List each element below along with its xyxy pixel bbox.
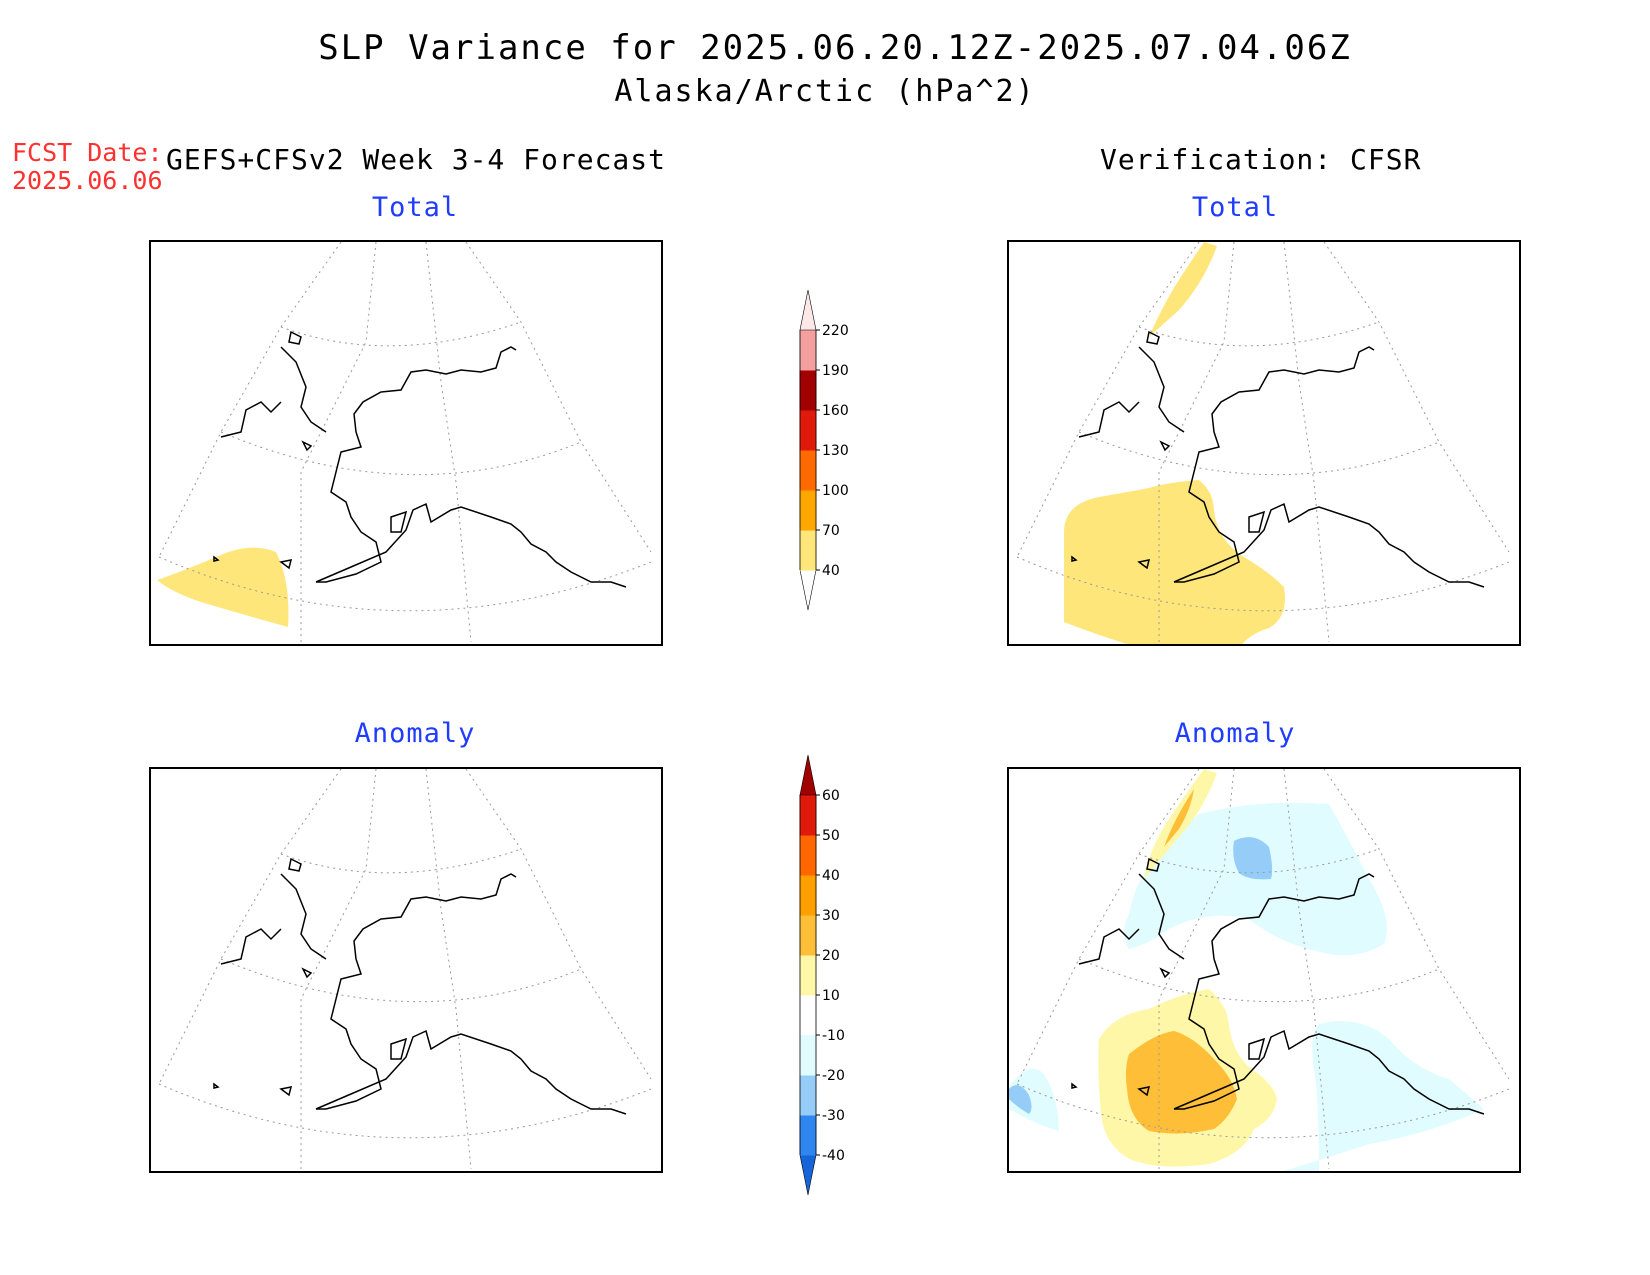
colorbar-total-tick-label: 100 (822, 483, 849, 499)
colorbar-anomaly-outline (799, 795, 817, 1155)
verification-total-map (1007, 240, 1521, 646)
colorbar-total-tick-label: 220 (822, 323, 849, 339)
colorbar-anomaly-tick-label: 60 (822, 788, 840, 804)
verification-column-heading: Verification: CFSR (1100, 143, 1422, 176)
fcst-date-value: 2025.06.06 (12, 166, 163, 195)
forecast-total-map (149, 240, 663, 646)
colorbars: 40 70 100 130 160 190 220 -40 -30 -20 -10 10 20 30 40… (799, 289, 849, 1196)
graticule (158, 242, 652, 643)
graticule (1016, 242, 1510, 643)
colorbar-anomaly-segment (799, 794, 817, 836)
colorbar-total-segment (799, 489, 817, 531)
graticule (158, 769, 652, 1170)
anomaly-pos-north-core (1164, 789, 1194, 847)
colorbar-anomaly-segment (799, 834, 817, 876)
verification-anomaly-map (1007, 767, 1521, 1173)
coastline (213, 330, 627, 588)
coastline (213, 857, 627, 1115)
colorbar-anomaly-tick-label: -20 (822, 1068, 845, 1084)
colorbar-total-tick-label: 190 (822, 363, 849, 379)
colorbar-anomaly-tick-label: 50 (822, 828, 840, 844)
colorbar-total-segment (799, 449, 817, 491)
forecast-anomaly-map (149, 767, 663, 1173)
colorbar-anomaly-segment (799, 954, 817, 996)
colorbar-anomaly-segment (799, 1154, 817, 1196)
colorbar-total-segment (799, 529, 817, 571)
anomaly-neg-southeast (1283, 1021, 1484, 1171)
colorbar-anomaly-segment (799, 1034, 817, 1076)
colorbar-total-segment (799, 329, 817, 371)
colorbar-anomaly-segment (799, 874, 817, 916)
colorbar-anomaly-tick-label: 20 (822, 948, 840, 964)
graticule (1016, 769, 1510, 1170)
verification-total-title: Total (1191, 192, 1279, 223)
forecast-total-title: Total (371, 192, 459, 223)
map-title: SLP Variance for 2025.06.20.12Z-2025.07.… (318, 28, 1352, 68)
verification-anomaly-title: Anomaly (1174, 718, 1296, 749)
colorbar-anomaly-tick-label: -40 (822, 1148, 845, 1164)
colorbar-total-tick-label: 130 (822, 443, 849, 459)
coastline (1071, 857, 1485, 1115)
colorbar-anomaly-tick-label: 40 (822, 868, 840, 884)
variance-fill (157, 547, 289, 627)
colorbar-total-tick-label: 160 (822, 403, 849, 419)
colorbar-anomaly-tick-label: 10 (822, 988, 840, 1004)
colorbar-anomaly-segment (799, 1114, 817, 1156)
anomaly-neg-west (1009, 1068, 1059, 1131)
colorbar-anomaly-segment (799, 914, 817, 956)
forecast-column-heading: GEFS+CFSv2 Week 3-4 Forecast (166, 143, 667, 176)
anomaly-neg-north-core (1233, 837, 1273, 880)
colorbar-total: 40 70 100 130 160 190 220 (799, 289, 849, 611)
fcst-date-label: FCST Date: (12, 138, 163, 167)
forecast-anomaly-title: Anomaly (354, 718, 476, 749)
colorbar-anomaly-segment (799, 1074, 817, 1116)
variance-fill-south (1064, 480, 1285, 644)
colorbar-anomaly-tick-label: -30 (822, 1108, 845, 1124)
variance-fill-north (1144, 242, 1217, 572)
colorbar-anomaly-segment (799, 754, 817, 796)
anomaly-neg-west-core (1009, 1085, 1032, 1114)
colorbar-anomaly-segment (800, 995, 816, 1035)
anomaly-pos-south-core (1125, 1031, 1237, 1134)
colorbar-total-segment (799, 569, 817, 611)
colorbar-total-segment (799, 289, 817, 331)
colorbar-anomaly: -40 -30 -20 -10 10 20 30 40 50 60 (799, 754, 845, 1196)
coastline (1071, 330, 1485, 588)
colorbar-anomaly-tick-label: 30 (822, 908, 840, 924)
colorbar-total-segment (799, 409, 817, 451)
colorbar-total-tick-label: 40 (822, 563, 840, 579)
colorbar-anomaly-tick-label: -10 (822, 1028, 845, 1044)
map-subtitle: Alaska/Arctic (hPa^2) (614, 74, 1036, 109)
colorbar-total-tick-label: 70 (822, 523, 840, 539)
colorbar-total-segment (799, 369, 817, 411)
